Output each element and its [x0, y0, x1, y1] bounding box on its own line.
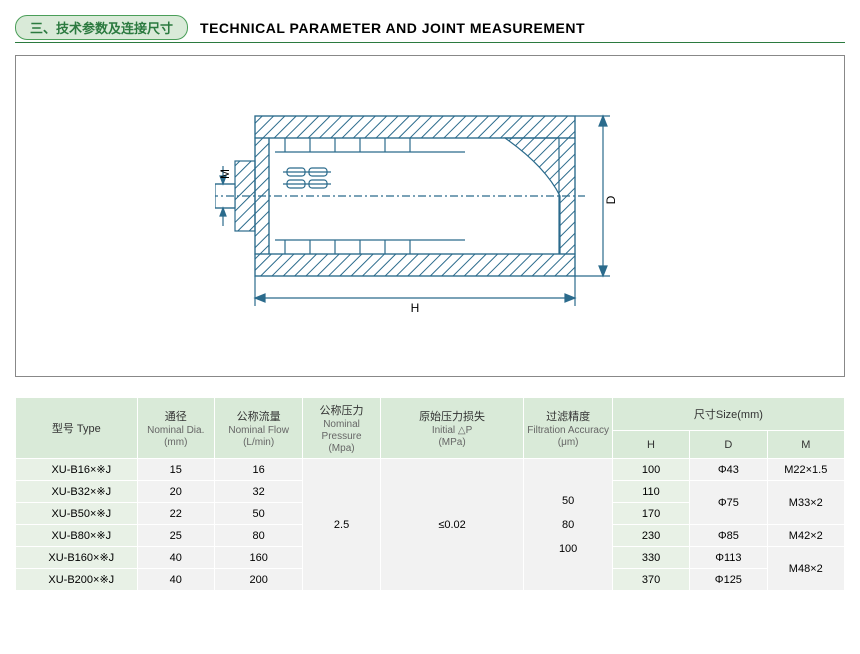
- col-pressure: 公称压力 Nominal Pressure (Mpa): [303, 398, 380, 459]
- diagram-container: H D M: [15, 55, 845, 377]
- svg-text:D: D: [604, 195, 618, 204]
- col-accuracy: 过滤精度 Filtration Accuracy (μm): [524, 398, 612, 459]
- col-H: H: [612, 431, 689, 459]
- spec-table: 型号 Type 通径 Nominal Dia. (mm) 公称流量 Nomina…: [15, 397, 845, 591]
- col-D: D: [690, 431, 767, 459]
- pressure-cell: 2.5: [303, 459, 380, 591]
- svg-text:M: M: [218, 169, 232, 179]
- col-size: 尺寸Size(mm): [612, 398, 844, 431]
- dp-cell: ≤0.02: [380, 459, 524, 591]
- col-dp: 原始压力损失 Initial △P (MPa): [380, 398, 524, 459]
- col-M: M: [767, 431, 844, 459]
- col-flow: 公称流量 Nominal Flow (L/min): [214, 398, 302, 459]
- table-header-row-1: 型号 Type 通径 Nominal Dia. (mm) 公称流量 Nomina…: [16, 398, 845, 431]
- header-title: TECHNICAL PARAMETER AND JOINT MEASUREMEN…: [200, 20, 585, 36]
- svg-text:H: H: [411, 301, 420, 315]
- table-row: XU-B16×※J 15 16 2.5 ≤0.02 50 80 100 100 …: [16, 459, 845, 481]
- technical-diagram: H D M: [215, 106, 645, 326]
- section-header: 三、技术参数及连接尺寸 TECHNICAL PARAMETER AND JOIN…: [15, 15, 845, 43]
- header-badge: 三、技术参数及连接尺寸: [15, 15, 188, 40]
- col-type: 型号 Type: [16, 398, 138, 459]
- col-dia: 通径 Nominal Dia. (mm): [137, 398, 214, 459]
- accuracy-cell: 50 80 100: [524, 459, 612, 591]
